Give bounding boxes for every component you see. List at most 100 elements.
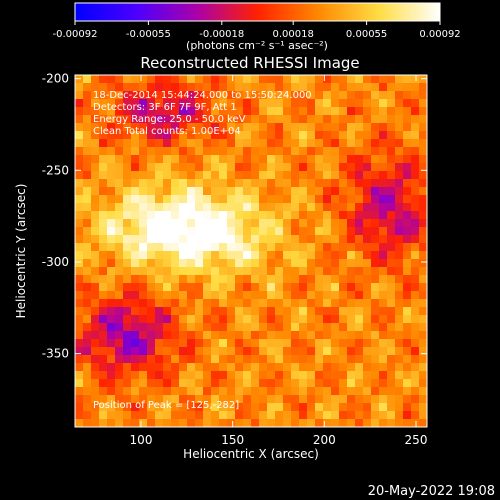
heatmap-cell [315, 203, 324, 212]
y-axis-label: Heliocentric Y (arcsec) [14, 184, 28, 319]
heatmap-cell [307, 115, 316, 124]
heatmap-cell [219, 195, 228, 204]
heatmap-cell [299, 307, 308, 316]
heatmap-cell [283, 267, 292, 276]
heatmap-cell [155, 227, 164, 236]
heatmap-cell [259, 371, 268, 380]
heatmap-cell [107, 347, 116, 356]
heatmap-cell [371, 211, 380, 220]
heatmap-cell [83, 371, 92, 380]
heatmap-cell [139, 291, 148, 300]
heatmap-cell [147, 219, 156, 228]
heatmap-cell [91, 355, 100, 364]
heatmap-cell [259, 331, 268, 340]
heatmap-cell [403, 155, 412, 164]
heatmap-cell [211, 403, 220, 412]
heatmap-cell [379, 219, 388, 228]
heatmap-cell [291, 379, 300, 388]
heatmap-cell [291, 243, 300, 252]
heatmap-cell [267, 147, 276, 156]
heatmap-cell [339, 419, 348, 427]
heatmap-cell [395, 315, 404, 324]
heatmap-cell [243, 259, 252, 268]
heatmap-cell [379, 243, 388, 252]
heatmap-cell [195, 379, 204, 388]
heatmap-cell [99, 355, 108, 364]
heatmap-cell [379, 419, 388, 427]
heatmap-cell [131, 291, 140, 300]
heatmap-cell [163, 291, 172, 300]
heatmap-cell [411, 155, 420, 164]
heatmap-cell [99, 323, 108, 332]
heatmap-cell [139, 323, 148, 332]
heatmap-cell [99, 179, 108, 188]
heatmap-cell [195, 339, 204, 348]
heatmap-cell [355, 211, 364, 220]
heatmap-cell [419, 155, 427, 164]
heatmap-cell [291, 179, 300, 188]
heatmap-cell [347, 371, 356, 380]
heatmap-cell [131, 251, 140, 260]
heatmap-cell [379, 235, 388, 244]
heatmap-cell [155, 283, 164, 292]
heatmap-cell [339, 291, 348, 300]
heatmap-cell [75, 123, 84, 132]
heatmap-cell [371, 315, 380, 324]
heatmap-cell [115, 387, 124, 396]
heatmap-cell [195, 355, 204, 364]
heatmap-cell [91, 139, 100, 148]
heatmap-cell [267, 155, 276, 164]
heatmap-cell [195, 131, 204, 140]
heatmap-cell [75, 331, 84, 340]
heatmap-cell [203, 83, 212, 92]
heatmap-cell [219, 419, 228, 427]
heatmap-cell [139, 211, 148, 220]
heatmap-cell [179, 307, 188, 316]
heatmap-cell [259, 147, 268, 156]
heatmap-cell [195, 163, 204, 172]
heatmap-cell [75, 371, 84, 380]
heatmap-cell [251, 379, 260, 388]
heatmap-cell [123, 371, 132, 380]
heatmap-cell [251, 299, 260, 308]
heatmap-cell [371, 243, 380, 252]
heatmap-cell [339, 347, 348, 356]
heatmap-cell [395, 211, 404, 220]
heatmap-cell [363, 163, 372, 172]
heatmap-cell [203, 371, 212, 380]
heatmap-cell [267, 387, 276, 396]
heatmap-cell [363, 299, 372, 308]
heatmap-cell [283, 123, 292, 132]
heatmap-cell [387, 283, 396, 292]
heatmap-cell [107, 355, 116, 364]
heatmap-cell [315, 419, 324, 427]
heatmap-cell [243, 291, 252, 300]
heatmap-cell [147, 243, 156, 252]
heatmap-cell [323, 75, 332, 84]
heatmap-cell [91, 107, 100, 116]
heatmap-cell [395, 291, 404, 300]
heatmap-cell [267, 211, 276, 220]
heatmap-cell [379, 363, 388, 372]
heatmap-cell [179, 339, 188, 348]
heatmap-cell [227, 339, 236, 348]
heatmap-cell [203, 139, 212, 148]
heatmap-cell [371, 331, 380, 340]
heatmap-cell [291, 363, 300, 372]
heatmap-cell [131, 195, 140, 204]
heatmap-cell [171, 299, 180, 308]
heatmap-cell [379, 99, 388, 108]
heatmap-cell [187, 251, 196, 260]
heatmap-cell [235, 419, 244, 427]
heatmap-cell [203, 107, 212, 116]
heatmap-cell [211, 259, 220, 268]
heatmap-cell [75, 355, 84, 364]
heatmap-cell [331, 123, 340, 132]
heatmap-cell [179, 363, 188, 372]
heatmap-cell [323, 419, 332, 427]
heatmap-cell [91, 131, 100, 140]
heatmap-cell [331, 171, 340, 180]
heatmap-cell [259, 123, 268, 132]
heatmap-cell [395, 171, 404, 180]
